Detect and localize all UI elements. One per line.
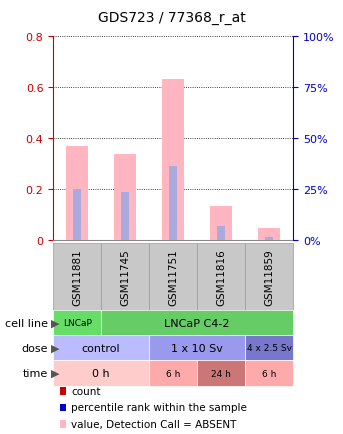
Bar bbox=[265, 237, 273, 241]
Bar bbox=[121, 192, 129, 241]
Bar bbox=[115, 154, 136, 241]
Bar bbox=[210, 207, 232, 241]
Text: ▶: ▶ bbox=[51, 318, 60, 328]
Bar bbox=[163, 80, 184, 241]
Bar bbox=[66, 147, 88, 241]
Text: ▶: ▶ bbox=[51, 343, 60, 353]
Text: GSM11745: GSM11745 bbox=[120, 248, 130, 305]
Text: count: count bbox=[71, 386, 101, 396]
Text: 6 h: 6 h bbox=[166, 369, 180, 378]
Text: ▶: ▶ bbox=[51, 368, 60, 378]
Text: LNCaP C4-2: LNCaP C4-2 bbox=[165, 318, 230, 328]
Text: percentile rank within the sample: percentile rank within the sample bbox=[71, 403, 247, 412]
Text: GSM11816: GSM11816 bbox=[216, 248, 226, 305]
Text: time: time bbox=[23, 368, 48, 378]
Text: 24 h: 24 h bbox=[211, 369, 231, 378]
Text: 1 x 10 Sv: 1 x 10 Sv bbox=[171, 343, 223, 353]
Text: 6 h: 6 h bbox=[262, 369, 276, 378]
Bar bbox=[73, 190, 81, 241]
Text: 4 x 2.5 Sv: 4 x 2.5 Sv bbox=[247, 344, 292, 352]
Text: GDS723 / 77368_r_at: GDS723 / 77368_r_at bbox=[98, 11, 245, 25]
Text: GSM11859: GSM11859 bbox=[264, 248, 274, 305]
Text: control: control bbox=[82, 343, 120, 353]
Bar bbox=[169, 167, 177, 241]
Text: value, Detection Call = ABSENT: value, Detection Call = ABSENT bbox=[71, 419, 237, 429]
Text: dose: dose bbox=[22, 343, 48, 353]
Text: GSM11881: GSM11881 bbox=[72, 248, 82, 305]
Text: GSM11751: GSM11751 bbox=[168, 248, 178, 305]
Text: LNCaP: LNCaP bbox=[63, 319, 92, 327]
Text: cell line: cell line bbox=[5, 318, 48, 328]
Text: 0 h: 0 h bbox=[92, 368, 110, 378]
Bar bbox=[259, 228, 280, 241]
Bar bbox=[217, 227, 225, 241]
